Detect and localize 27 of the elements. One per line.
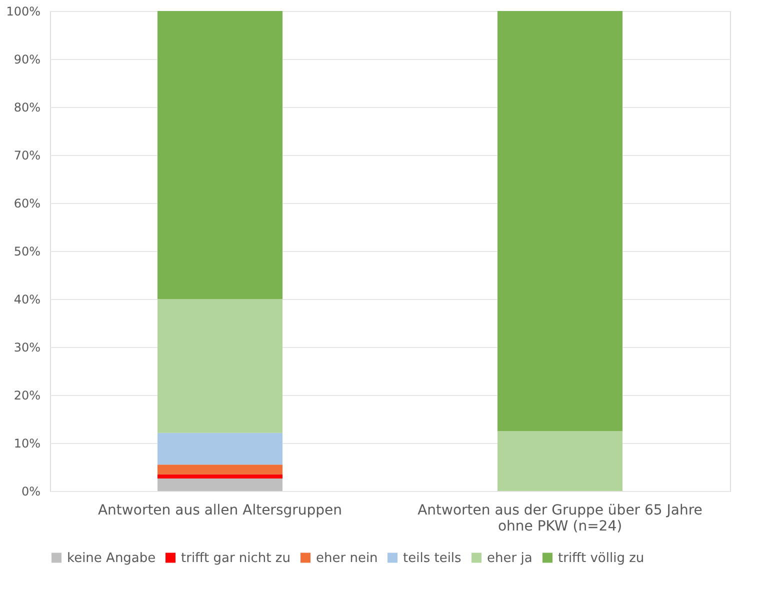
y-tick-label: 50% [14, 244, 40, 258]
bar [158, 478, 282, 491]
legend-label: eher nein [316, 550, 378, 566]
legend-label: keine Angabe [67, 550, 156, 566]
bar [158, 474, 282, 479]
bar [158, 432, 282, 465]
bar [158, 299, 282, 433]
legend-label: trifft gar nicht zu [181, 550, 290, 566]
y-tick-label: 90% [14, 52, 40, 66]
bar [498, 431, 622, 491]
bar [158, 11, 282, 299]
y-tick-label: 0% [21, 484, 40, 498]
y-tick-label: 20% [14, 388, 40, 402]
y-tick-label: 60% [14, 196, 40, 210]
x-tick-label: Antworten aus der Gruppe über 65 Jahre ohne PKW (n=24) [418, 502, 702, 534]
legend-label: teils teils [403, 550, 462, 566]
y-tick-label: 10% [14, 436, 40, 450]
y-tick-label: 100% [6, 4, 40, 18]
x-tick-label: Antworten aus allen Altersgruppen [98, 502, 342, 518]
y-tick-label: 70% [14, 148, 40, 162]
bar [158, 464, 282, 474]
legend-label: eher ja [487, 550, 532, 566]
y-tick-label: 30% [14, 340, 40, 354]
legend-label: trifft völlig zu [558, 550, 644, 566]
y-tick-label: 40% [14, 292, 40, 306]
y-tick-label: 80% [14, 100, 40, 114]
bar [498, 11, 622, 431]
